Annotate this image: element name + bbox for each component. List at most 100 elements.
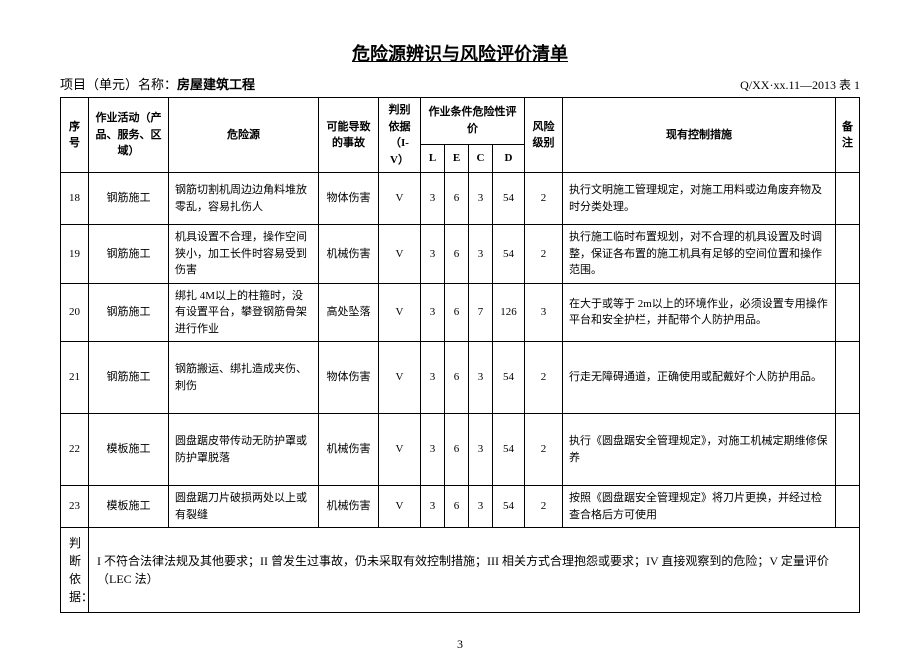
footnote-label: 判断依据： <box>61 528 89 613</box>
cell-source: 绑扎 4M以上的柱箍时，没有设置平台，攀登钢筋骨架进行作业 <box>169 283 319 342</box>
cell-accident: 物体伤害 <box>319 173 379 225</box>
doc-code: Q/XX·xx.11—2013 表 1 <box>740 76 860 93</box>
cell-C: 3 <box>469 225 493 284</box>
cell-D: 54 <box>493 173 525 225</box>
cell-activity: 模板施工 <box>89 414 169 486</box>
col-c: C <box>469 144 493 172</box>
cell-seq: 23 <box>61 486 89 528</box>
col-d: D <box>493 144 525 172</box>
col-cond-header: 作业条件危险性评价 <box>421 98 525 145</box>
cell-seq: 18 <box>61 173 89 225</box>
page-title: 危险源辨识与风险评价清单 <box>60 40 860 66</box>
cell-basis: V <box>379 173 421 225</box>
col-control: 现有控制措施 <box>563 98 836 173</box>
project-label: 项目（单元）名称： <box>60 77 177 92</box>
cell-control: 执行《圆盘踞安全管理规定》，对施工机械定期维修保养 <box>563 414 836 486</box>
cell-C: 3 <box>469 414 493 486</box>
table-head: 序号 作业活动（产品、服务、区域） 危险源 可能导致的事故 判别依据（I-V） … <box>61 98 860 173</box>
project-name: 房屋建筑工程 <box>177 77 255 92</box>
cell-note <box>836 173 860 225</box>
cell-basis: V <box>379 225 421 284</box>
cell-C: 7 <box>469 283 493 342</box>
cell-E: 6 <box>445 173 469 225</box>
cell-risk: 2 <box>525 225 563 284</box>
footnote-text: I 不符合法律法规及其他要求；II 曾发生过事故，仍未采取有效控制措施；III … <box>89 528 860 613</box>
cell-activity: 钢筋施工 <box>89 283 169 342</box>
cell-L: 3 <box>421 173 445 225</box>
cell-accident: 高处坠落 <box>319 283 379 342</box>
table-foot: 判断依据： I 不符合法律法规及其他要求；II 曾发生过事故，仍未采取有效控制措… <box>61 528 860 613</box>
cell-control: 在大于或等于 2m以上的环境作业，必须设置专用操作平台和安全护栏，并配带个人防护… <box>563 283 836 342</box>
cell-seq: 19 <box>61 225 89 284</box>
cell-source: 圆盘踞刀片破损两处以上或有裂缝 <box>169 486 319 528</box>
cell-control: 执行施工临时布置规划，对不合理的机具设置及时调整，保证各布置的施工机具有足够的空… <box>563 225 836 284</box>
cell-note <box>836 342 860 414</box>
cell-E: 6 <box>445 225 469 284</box>
cell-source: 钢筋切割机周边边角料堆放零乱，容易扎伤人 <box>169 173 319 225</box>
cell-basis: V <box>379 414 421 486</box>
col-l: L <box>421 144 445 172</box>
col-seq: 序号 <box>61 98 89 173</box>
cell-activity: 模板施工 <box>89 486 169 528</box>
cell-E: 6 <box>445 414 469 486</box>
col-accident: 可能导致的事故 <box>319 98 379 173</box>
cell-control: 执行文明施工管理规定，对施工用料或边角废弃物及时分类处理。 <box>563 173 836 225</box>
cell-basis: V <box>379 283 421 342</box>
risk-table: 序号 作业活动（产品、服务、区域） 危险源 可能导致的事故 判别依据（I-V） … <box>60 97 860 613</box>
cell-seq: 22 <box>61 414 89 486</box>
cell-note <box>836 283 860 342</box>
cell-activity: 钢筋施工 <box>89 173 169 225</box>
cell-note <box>836 486 860 528</box>
cell-accident: 机械伤害 <box>319 225 379 284</box>
cell-risk: 3 <box>525 283 563 342</box>
cell-basis: V <box>379 486 421 528</box>
table-row: 23模板施工圆盘踞刀片破损两处以上或有裂缝机械伤害V363542按照《圆盘踞安全… <box>61 486 860 528</box>
cell-control: 按照《圆盘踞安全管理规定》将刀片更换，并经过检查合格后方可使用 <box>563 486 836 528</box>
header-row: 项目（单元）名称：房屋建筑工程 Q/XX·xx.11—2013 表 1 <box>60 74 860 93</box>
cell-accident: 机械伤害 <box>319 414 379 486</box>
project-block: 项目（单元）名称：房屋建筑工程 <box>60 74 255 93</box>
cell-E: 6 <box>445 283 469 342</box>
cell-seq: 20 <box>61 283 89 342</box>
table-row: 20钢筋施工绑扎 4M以上的柱箍时，没有设置平台，攀登钢筋骨架进行作业高处坠落V… <box>61 283 860 342</box>
cell-C: 3 <box>469 173 493 225</box>
cell-L: 3 <box>421 342 445 414</box>
cell-risk: 2 <box>525 342 563 414</box>
cell-accident: 机械伤害 <box>319 486 379 528</box>
table-row: 19钢筋施工机具设置不合理，操作空间狭小，加工长件时容易受到伤害机械伤害V363… <box>61 225 860 284</box>
cell-D: 54 <box>493 414 525 486</box>
cell-source: 钢筋搬运、绑扎造成夹伤、刺伤 <box>169 342 319 414</box>
cell-D: 126 <box>493 283 525 342</box>
cell-seq: 21 <box>61 342 89 414</box>
cell-L: 3 <box>421 225 445 284</box>
cell-L: 3 <box>421 283 445 342</box>
cell-D: 54 <box>493 225 525 284</box>
cell-accident: 物体伤害 <box>319 342 379 414</box>
table-body: 18钢筋施工钢筋切割机周边边角料堆放零乱，容易扎伤人物体伤害V363542执行文… <box>61 173 860 528</box>
cell-source: 机具设置不合理，操作空间狭小，加工长件时容易受到伤害 <box>169 225 319 284</box>
cell-control: 行走无障碍通道，正确使用或配戴好个人防护用品。 <box>563 342 836 414</box>
cell-L: 3 <box>421 414 445 486</box>
cell-E: 6 <box>445 486 469 528</box>
cell-E: 6 <box>445 342 469 414</box>
cell-risk: 2 <box>525 414 563 486</box>
cell-risk: 2 <box>525 486 563 528</box>
cell-C: 3 <box>469 342 493 414</box>
col-risk-level: 风险级别 <box>525 98 563 173</box>
col-activity: 作业活动（产品、服务、区域） <box>89 98 169 173</box>
table-row: 21钢筋施工钢筋搬运、绑扎造成夹伤、刺伤物体伤害V363542行走无障碍通道，正… <box>61 342 860 414</box>
cell-source: 圆盘踞皮带传动无防护罩或防护罩脱落 <box>169 414 319 486</box>
col-note: 备注 <box>836 98 860 173</box>
page-number: 3 <box>60 637 860 652</box>
col-source: 危险源 <box>169 98 319 173</box>
cell-basis: V <box>379 342 421 414</box>
cell-note <box>836 225 860 284</box>
col-e: E <box>445 144 469 172</box>
cell-activity: 钢筋施工 <box>89 342 169 414</box>
cell-L: 3 <box>421 486 445 528</box>
col-basis: 判别依据（I-V） <box>379 98 421 173</box>
cell-activity: 钢筋施工 <box>89 225 169 284</box>
cell-D: 54 <box>493 342 525 414</box>
table-row: 22模板施工圆盘踞皮带传动无防护罩或防护罩脱落机械伤害V363542执行《圆盘踞… <box>61 414 860 486</box>
cell-note <box>836 414 860 486</box>
